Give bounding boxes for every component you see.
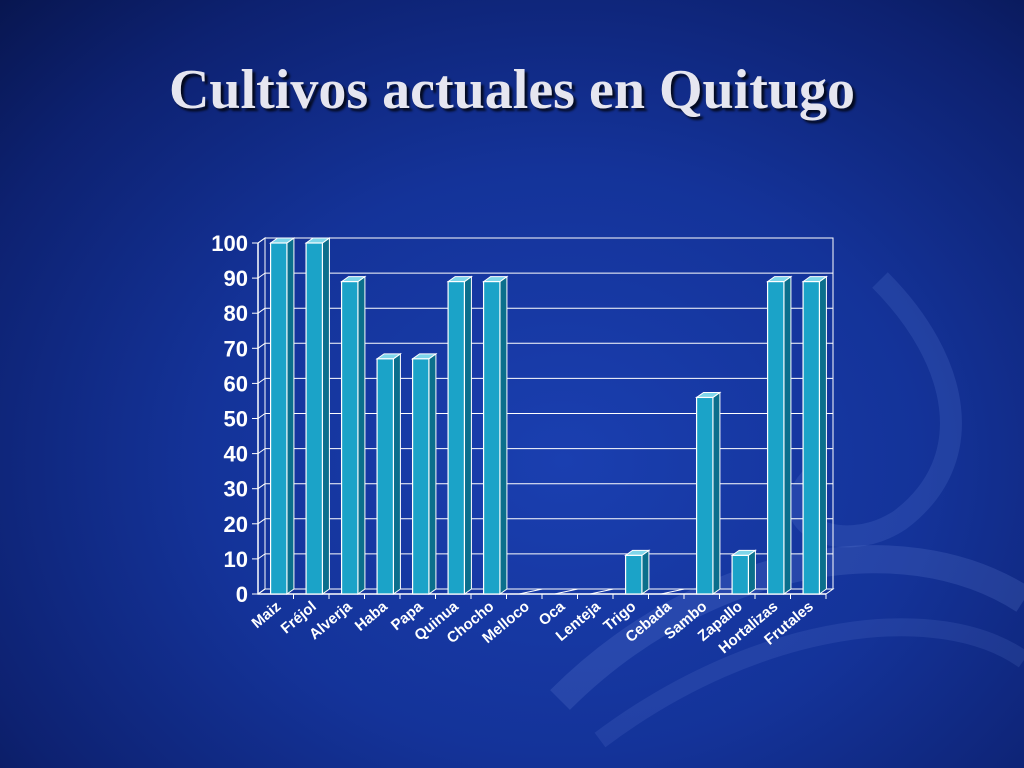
- gridline-depth: [257, 377, 266, 384]
- gridline-depth: [257, 272, 266, 279]
- bar-side: [321, 237, 330, 595]
- bar: [731, 554, 750, 595]
- bar-side: [286, 237, 295, 595]
- y-tick-label: 20: [224, 512, 248, 537]
- bar-side: [499, 275, 508, 595]
- bar: [766, 281, 785, 595]
- y-tick-label: 40: [224, 442, 248, 467]
- bar: [802, 281, 821, 595]
- y-tick-label: 100: [211, 231, 248, 256]
- bar-side: [641, 549, 650, 595]
- gridline-depth: [257, 307, 266, 314]
- gridline-depth: [257, 413, 266, 419]
- bar-zero: [589, 588, 614, 595]
- bar-zero: [554, 588, 579, 595]
- bar-side: [392, 352, 401, 595]
- slide-title: Cultivos actuales en Quitugo: [168, 59, 856, 121]
- bar: [624, 554, 643, 595]
- gridline-depth: [257, 518, 266, 525]
- bar: [482, 281, 501, 595]
- bar-zero: [518, 588, 543, 595]
- gridline-depth: [257, 448, 266, 455]
- bar-side: [747, 549, 756, 595]
- bar: [411, 358, 430, 595]
- bar: [376, 358, 395, 595]
- y-tick-label: 0: [236, 582, 248, 607]
- y-tick-label: 60: [224, 371, 248, 396]
- y-tick-label: 90: [224, 266, 248, 291]
- bar: [269, 242, 288, 595]
- gridline-depth: [257, 342, 266, 349]
- bar: [447, 281, 466, 595]
- gridline-depth: [257, 553, 266, 560]
- bar-side: [818, 275, 827, 595]
- bar: [305, 242, 324, 595]
- gridline-depth: [257, 588, 266, 595]
- bar-side: [712, 391, 721, 595]
- gridline-depth: [257, 237, 266, 244]
- bar-zero: [660, 588, 685, 595]
- gridline-depth: [257, 483, 266, 490]
- y-tick-label: 30: [224, 477, 248, 502]
- bar-side: [463, 275, 472, 595]
- bar-side: [357, 275, 366, 595]
- bar-side: [428, 352, 437, 595]
- x-category-label: Haba: [352, 598, 392, 635]
- y-tick-label: 80: [224, 301, 248, 326]
- bar-side: [783, 275, 792, 595]
- y-tick-label: 10: [224, 547, 248, 572]
- y-tick-label: 50: [224, 407, 248, 432]
- y-tick-label: 70: [224, 336, 248, 361]
- bar: [695, 396, 714, 595]
- bar: [340, 281, 359, 595]
